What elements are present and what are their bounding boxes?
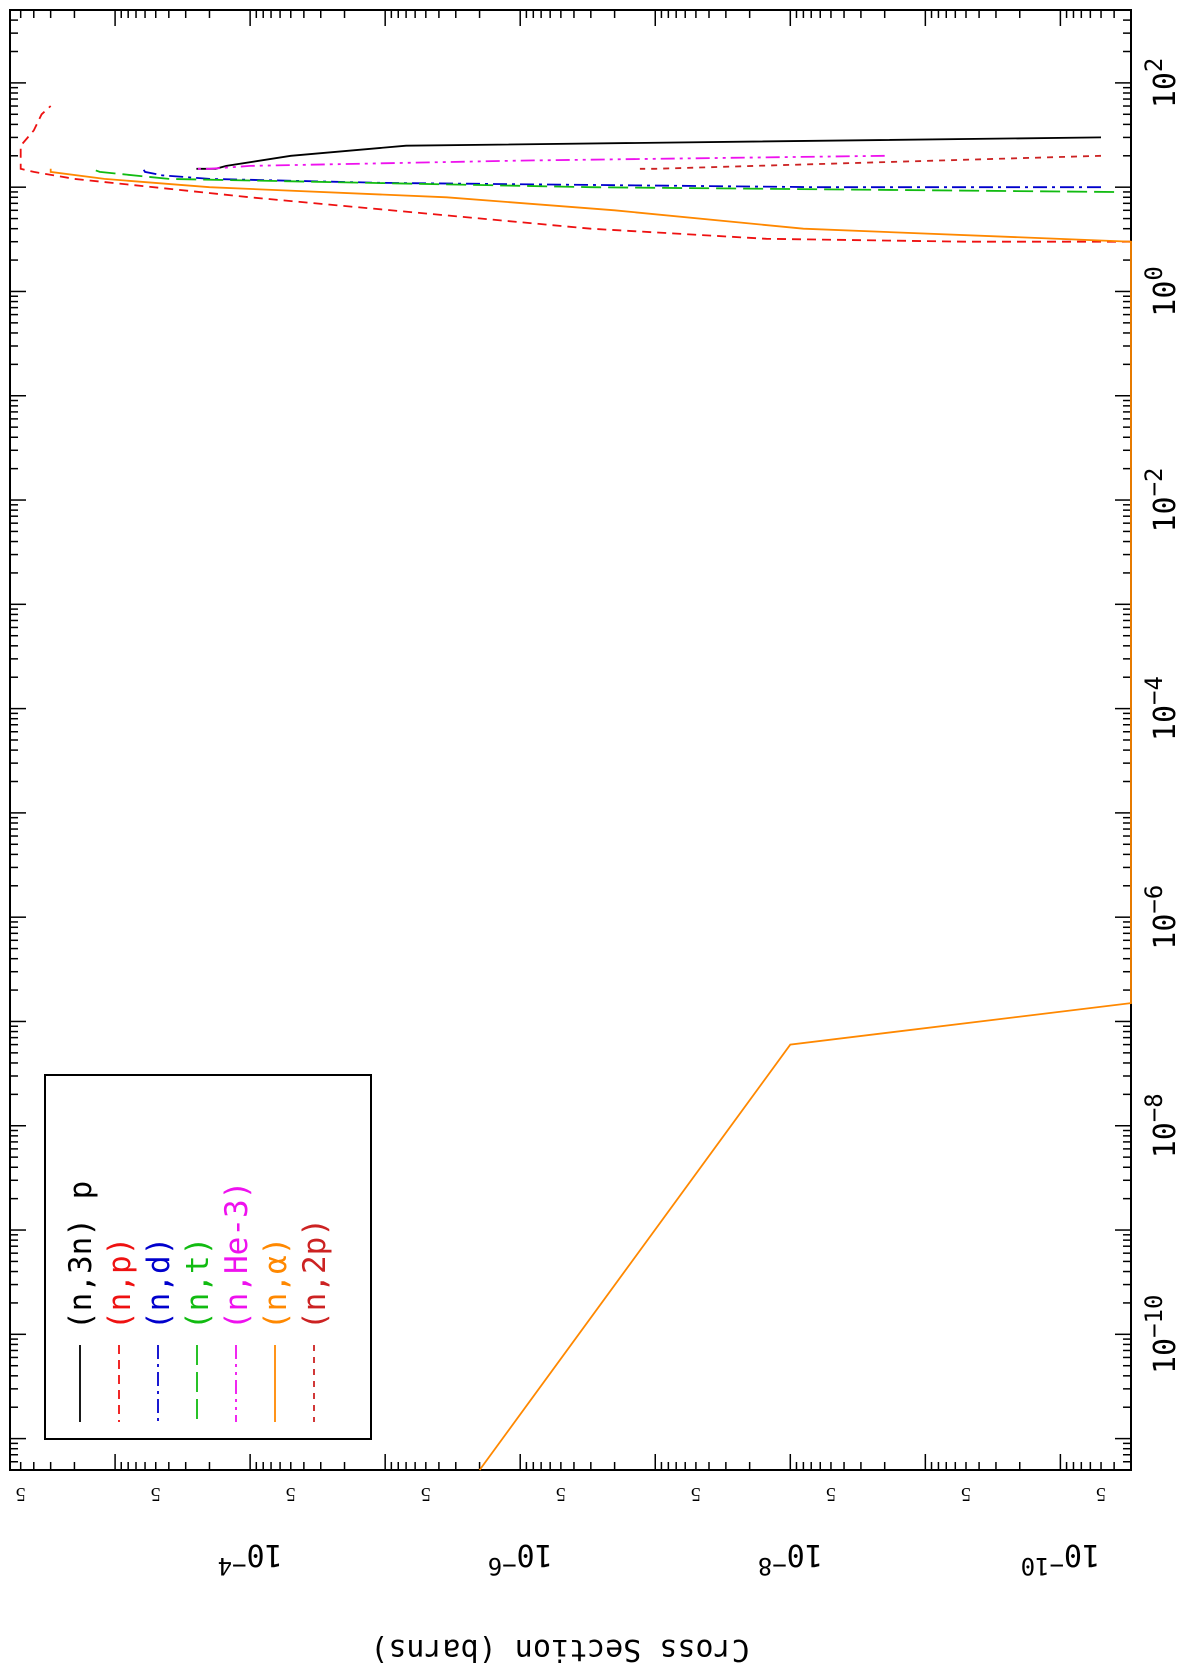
x-tick-label: 10−4 — [1140, 676, 1183, 741]
y-tick-label-five: 5 — [691, 1483, 701, 1505]
y-tick-label: 10−8 — [758, 1537, 823, 1580]
legend-label-5: (n,α) — [258, 1237, 294, 1330]
series-line-3 — [90, 167, 1115, 193]
x-tick-label: 10−8 — [1140, 1093, 1183, 1158]
y-tick-label-five: 5 — [1096, 1483, 1106, 1505]
x-tick-label: 10−10 — [1140, 1295, 1183, 1374]
legend-label-1: (n,p) — [102, 1237, 138, 1330]
y-tick-label: 10−4 — [218, 1537, 283, 1580]
series-line-1 — [19, 105, 1131, 243]
y-tick-label-five: 5 — [961, 1483, 971, 1505]
y-tick-label-five: 5 — [826, 1483, 836, 1505]
axis-ticks — [9, 9, 1132, 1471]
x-tick-label: 10−2 — [1140, 468, 1183, 533]
y-axis-title: Cross Section (barns) — [370, 1632, 749, 1667]
y-tick-label-five: 5 — [556, 1483, 566, 1505]
y-tick-label-five: 5 — [16, 1483, 26, 1505]
series-line-6 — [639, 154, 1102, 170]
y-tick-label-five: 5 — [421, 1483, 431, 1505]
series-line-2 — [142, 168, 1101, 189]
y-tick-label: 10−10 — [1021, 1537, 1100, 1580]
series-line-4 — [196, 154, 885, 170]
x-tick-label: 100 — [1140, 266, 1183, 317]
y-tick-label: 10−6 — [488, 1537, 553, 1580]
tick-labels: 10−10 10−8 10−6 10−4 10−2 100 102 10−10 10−8 10−6… — [16, 58, 1183, 1580]
legend-items: (n,3n) p (n,p) (n,d) (n,t) (n,He-3) (n,α) (n,2… — [63, 1181, 333, 1422]
legend-box — [44, 1074, 372, 1440]
legend-label-6: (n,2p) — [297, 1218, 333, 1330]
legend: (n,3n) p (n,p) (n,d) (n,t) (n,He-3) (n,α) (n,2… — [44, 1074, 372, 1440]
series-layer — [19, 105, 1132, 1471]
legend-label-2: (n,d) — [141, 1237, 177, 1330]
legend-label-4: (n,He-3) — [219, 1181, 255, 1330]
x-tick-label: 102 — [1140, 58, 1183, 109]
y-tick-label-five: 5 — [151, 1483, 161, 1505]
series-line-5 — [49, 168, 1132, 1471]
x-tick-label: 10−6 — [1140, 885, 1183, 950]
legend-label-3: (n,t) — [180, 1237, 216, 1330]
legend-label-0: (n,3n) p — [63, 1181, 99, 1330]
y-tick-label-five: 5 — [286, 1483, 296, 1505]
